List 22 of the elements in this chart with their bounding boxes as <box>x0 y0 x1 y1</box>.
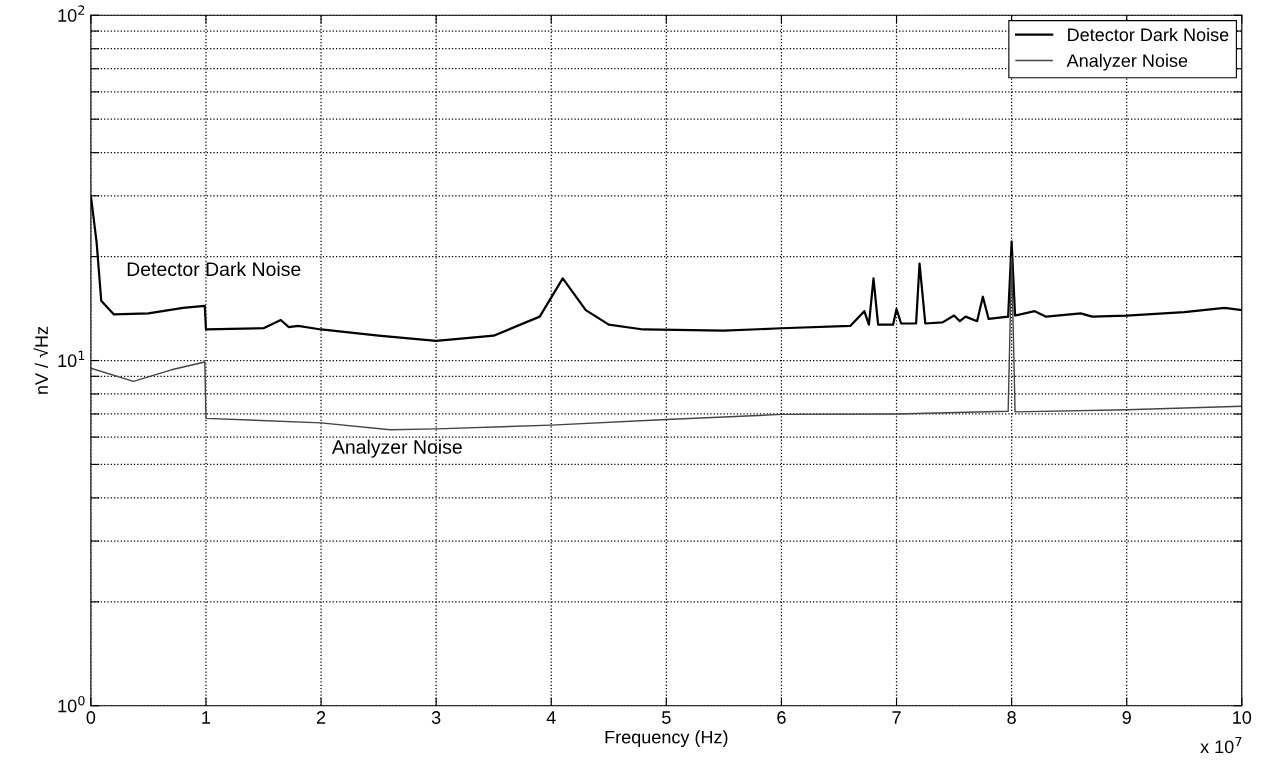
annotation: Detector Dark Noise <box>127 261 301 277</box>
annotation: Analyzer Noise <box>331 439 462 458</box>
y-axis-title: nV / √Hz <box>33 326 48 394</box>
x-tick-label: 0 <box>86 711 96 724</box>
x-tick-label: 4 <box>546 711 556 724</box>
y-tick-label: 10$^{0}$ <box>58 695 85 713</box>
x-tick-label: 7 <box>892 711 901 724</box>
x-tick-label: 5 <box>662 711 671 724</box>
line-series <box>90 255 1242 431</box>
x-tick-label: 2 <box>316 711 326 724</box>
text: x 10$^{7}$ <box>1200 736 1242 754</box>
y-tick-label: 10$^{1}$ <box>58 350 85 368</box>
x-tick-label: 6 <box>777 711 786 724</box>
legend-label: Analyzer Noise <box>1066 53 1188 71</box>
x-axis-title: Frequency (Hz) <box>605 730 728 748</box>
legend-label: Detector Dark Noise <box>1068 27 1229 42</box>
x-tick-label: 1 <box>202 711 211 724</box>
x-tick-label: 8 <box>1007 711 1016 724</box>
x-tick-label: 10 <box>1233 711 1252 724</box>
x-tick-label: 9 <box>1122 711 1131 724</box>
y-tick-label: 10$^{2}$ <box>58 5 85 22</box>
x-tick-label: 3 <box>431 711 441 724</box>
